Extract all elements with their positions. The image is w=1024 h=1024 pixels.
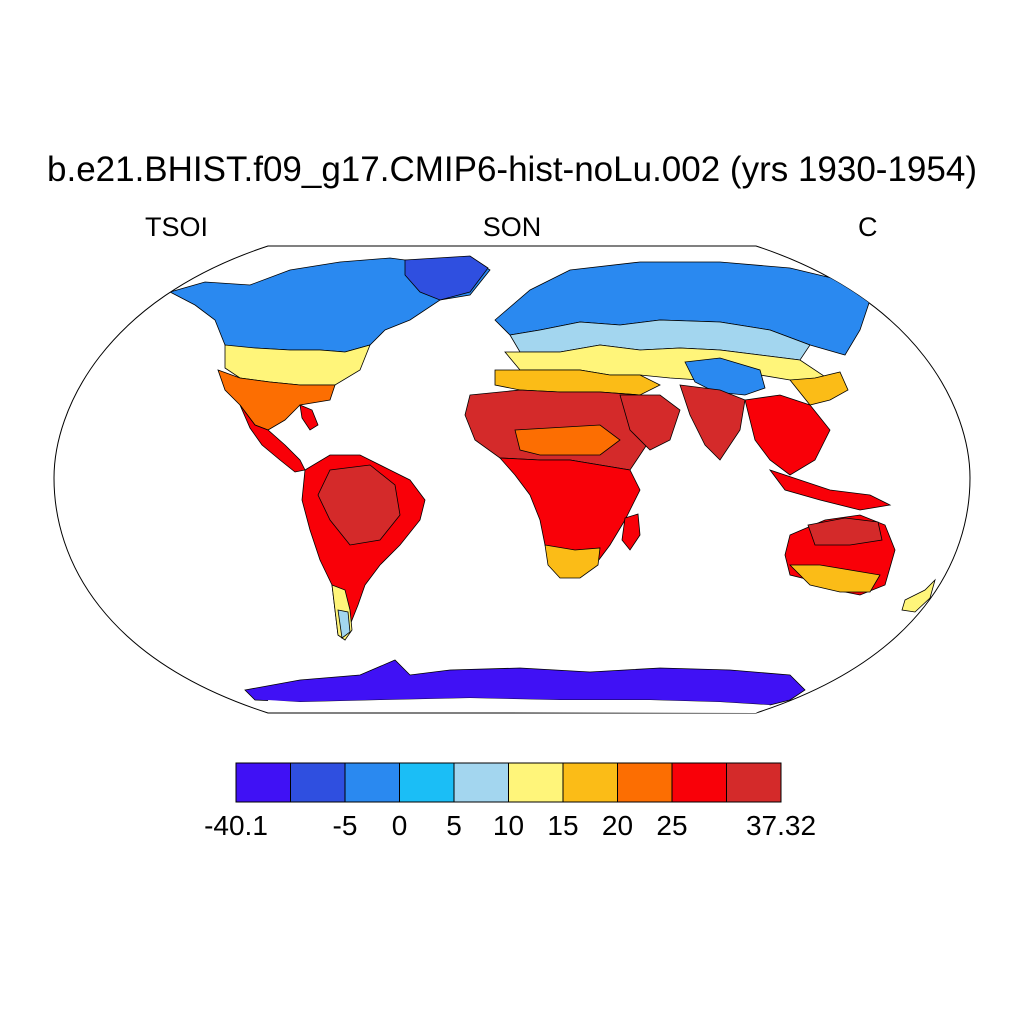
- madagascar: [621, 513, 641, 551]
- variable-label: TSOI: [145, 212, 209, 242]
- new-zealand: [901, 578, 936, 613]
- antarctica-interior: [268, 698, 770, 713]
- colorbar-swatch: [453, 762, 509, 803]
- colorbar-tick-label: 5: [446, 810, 462, 841]
- southeast-asia: [744, 394, 831, 476]
- colorbar-swatch: [617, 762, 673, 803]
- east-china: [789, 371, 849, 406]
- amazon-core: [317, 464, 401, 546]
- andes-south: [337, 609, 351, 639]
- colorbar-tick-label: -40.1: [204, 810, 268, 841]
- southern-africa: [544, 544, 601, 579]
- colorbar-tick-label: -5: [332, 810, 358, 841]
- colorbar-swatch: [344, 762, 400, 803]
- colorbar-tick-label: 10: [492, 810, 525, 841]
- season-label: SON: [482, 212, 542, 242]
- colorbar-swatch: [235, 762, 291, 803]
- greenland: [404, 255, 489, 301]
- florida: [299, 404, 319, 431]
- europe-orange: [494, 369, 661, 396]
- arabia: [619, 394, 681, 451]
- indonesia: [768, 469, 892, 511]
- colorbar: [235, 762, 782, 803]
- india: [679, 384, 746, 461]
- colorbar-swatch: [671, 762, 727, 803]
- colorbar-tick-label: 25: [656, 810, 688, 841]
- colorbar-tick-label: 0: [391, 810, 408, 841]
- colorbar-swatch: [290, 762, 346, 803]
- colorbar-tick-label: 20: [601, 810, 634, 841]
- colorbar-swatch: [399, 762, 455, 803]
- africa-central: [499, 457, 641, 576]
- colorbar-swatch: [726, 762, 782, 803]
- colorbar-tick-label: 15: [547, 810, 579, 841]
- colorbar-swatch: [508, 762, 564, 803]
- tibet-cold: [684, 357, 766, 396]
- colorbar-tick-label: 37.32: [745, 810, 817, 841]
- australia-south: [789, 564, 881, 593]
- sahel-orange: [514, 424, 621, 456]
- units-label: C: [858, 212, 878, 242]
- colorbar-swatch: [562, 762, 618, 803]
- australia-north: [807, 517, 883, 546]
- map-title: b.e21.BHIST.f09_g17.CMIP6-hist-noLu.002 …: [47, 150, 977, 189]
